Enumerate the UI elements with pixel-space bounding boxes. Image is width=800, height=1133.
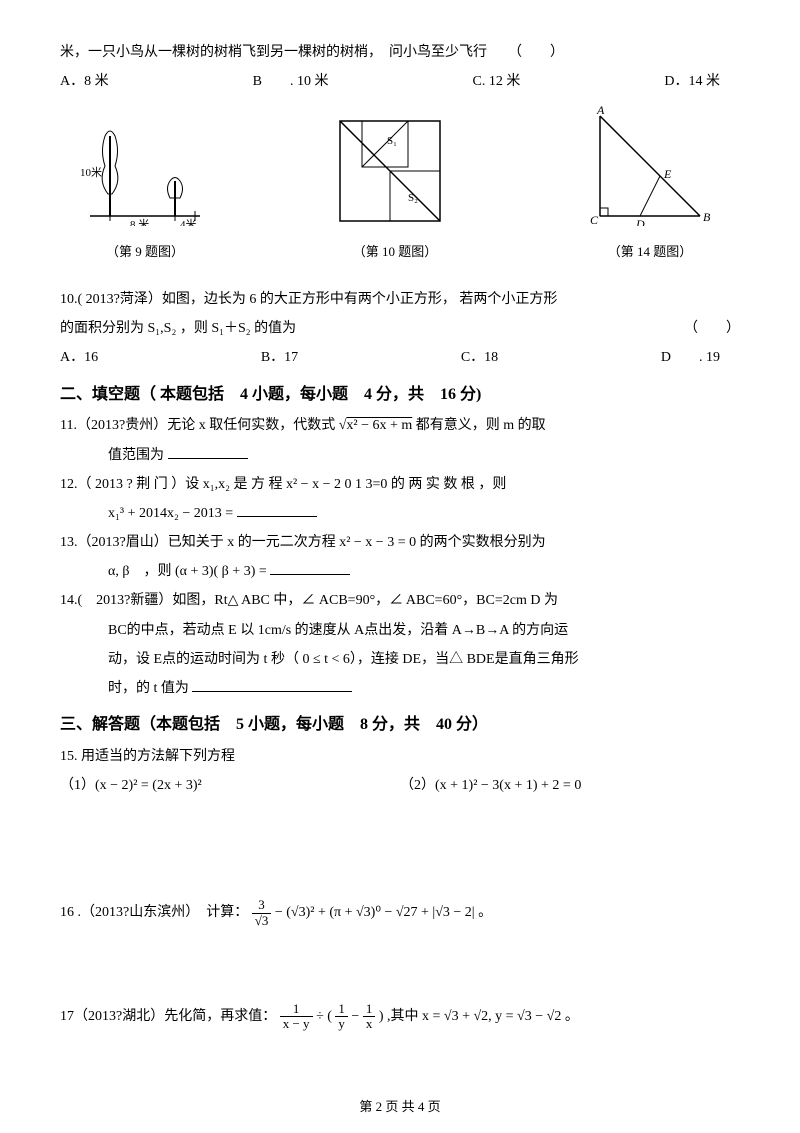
q10-line2: 的面积分别为 S₁,S₂ ，则 S₁＋S₂ 的值为 （ ）: [60, 316, 740, 341]
q12-line2: x₁³ + 2014x₂ − 2013 =: [60, 501, 740, 526]
q11-line1-text: 11.（2013?贵州）无论 x 取任何实数，代数式 √: [60, 418, 346, 433]
q10-opt-d: D . 19: [661, 345, 720, 370]
fig14-B: B: [703, 210, 711, 224]
figure-10-svg: S₁ S₂: [330, 116, 460, 226]
q14-line4: 时，的 t 值为: [60, 676, 740, 701]
q10-opt-a: A．16: [60, 345, 98, 370]
q16-mid: − (√3)² + (π + √3)⁰ − √27 + |√3 − 2| 。: [275, 905, 492, 920]
q17-div: ÷ (: [316, 1009, 332, 1024]
figure-14-svg: A B C D E: [580, 106, 720, 226]
q13-line2: α, β ，则 (α + 3)( β + 3) =: [60, 559, 740, 584]
fig14-D: D: [635, 217, 645, 226]
q13-line1: 13.（2013?眉山）已知关于 x 的一元二次方程 x² − x − 3 = …: [60, 530, 740, 555]
q9-options: A．8 米 B . 10 米 C. 12 米 D．14 米: [60, 69, 740, 94]
fig14-A: A: [596, 106, 605, 117]
frac3-den: x: [363, 1017, 376, 1031]
q17-suffix: ,其中 x = √3 + √2, y = √3 − √2 。: [387, 1009, 579, 1024]
figure-14: A B C D E （第 14 题图）: [580, 106, 720, 263]
q13-line2-text: α, β ，则 (α + 3)( β + 3) =: [108, 564, 270, 579]
q10-options: A．16 B．17 C．18 D . 19: [60, 345, 740, 370]
frac2-num: 1: [335, 1002, 348, 1017]
q11-line1b: 都有意义，则 m 的取: [412, 418, 545, 433]
q16-frac: 3 √3: [252, 898, 272, 928]
figure-10-caption: （第 10 题图）: [330, 240, 460, 263]
q14-line1: 14.( 2013?新疆）如图，Rt△ ABC 中，∠ ACB=90°，∠ AB…: [60, 588, 740, 613]
q9-opt-b: B . 10 米: [253, 69, 329, 94]
fig9-four: 4米: [180, 218, 197, 226]
q16-prefix: 16 .（2013?山东滨州） 计算：: [60, 905, 248, 920]
q14-blank[interactable]: [192, 678, 352, 692]
fig14-C: C: [590, 213, 599, 226]
q10-line1b: 若两个小正方形: [459, 292, 557, 307]
q12-blank[interactable]: [237, 503, 317, 517]
q10-line1a: 10.( 2013?菏泽）如图，边长为 6 的大正方形中有两个小正方形，: [60, 292, 456, 307]
q15-title: 15. 用适当的方法解下列方程: [60, 744, 740, 769]
fig10-s2: S₂: [408, 192, 418, 204]
figure-14-caption: （第 14 题图）: [580, 240, 720, 263]
section-3-heading: 三、解答题（本题包括 5 小题，每小题 8 分，共 40 分）: [60, 711, 740, 740]
q15-parts: （1）(x − 2)² = (2x + 3)² （2）(x + 1)² − 3(…: [60, 773, 740, 798]
q13-blank[interactable]: [270, 561, 350, 575]
frac-num-3: 3: [252, 898, 272, 913]
q17-minus: −: [351, 1009, 362, 1024]
frac2-den: y: [335, 1017, 348, 1031]
q9-opt-a: A．8 米: [60, 69, 109, 94]
q10-line1: 10.( 2013?菏泽）如图，边长为 6 的大正方形中有两个小正方形， 若两个…: [60, 287, 740, 312]
figure-9: 10米 8 米 4米 （第 9 题图）: [80, 116, 210, 263]
figure-10: S₁ S₂ （第 10 题图）: [330, 116, 460, 263]
q14-line2: BC的中点，若动点 E 以 1cm/s 的速度从 A点出发，沿着 A→B→A 的…: [60, 618, 740, 643]
q15-part1: （1）(x − 2)² = (2x + 3)²: [60, 773, 400, 798]
q14-line3: 动，设 E点的运动时间为 t 秒（ 0 ≤ t < 6），连接 DE，当△ BD…: [60, 647, 740, 672]
q17-frac2: 1 y: [335, 1002, 348, 1032]
q11-line1: 11.（2013?贵州）无论 x 取任何实数，代数式 √x² − 6x + m …: [60, 413, 740, 438]
q10-opt-c: C．18: [461, 345, 498, 370]
figure-9-caption: （第 9 题图）: [80, 240, 210, 263]
frac3-num: 1: [363, 1002, 376, 1017]
q17-prefix: 17（2013?湖北）先化简，再求值：: [60, 1009, 276, 1024]
q17-frac1: 1 x − y: [280, 1002, 313, 1032]
page-footer: 第 2 页 共 4 页: [0, 1095, 800, 1118]
q11-sqrt-expr: x² − 6x + m: [346, 418, 412, 433]
figures-row: 10米 8 米 4米 （第 9 题图） S₁ S₂ （第 10 题图） A B …: [60, 106, 740, 263]
q11-line2: 值范围为: [60, 443, 740, 468]
q9-intro: 米，一只小鸟从一棵树的树梢飞到另一棵树的树梢， 问小鸟至少飞行 （ ）: [60, 40, 740, 65]
fig9-ten: 10米: [80, 166, 102, 179]
frac1-num: 1: [280, 1002, 313, 1017]
q12-line2-text: x₁³ + 2014x₂ − 2013 =: [108, 506, 237, 521]
fig14-E: E: [663, 167, 672, 181]
frac-den-sqrt3: √3: [252, 914, 272, 928]
q11-blank[interactable]: [168, 445, 248, 459]
q15-part2: （2）(x + 1)² − 3(x + 1) + 2 = 0: [400, 773, 740, 798]
q9-opt-d: D．14 米: [664, 69, 720, 94]
q10-opt-b: B．17: [261, 345, 298, 370]
fig10-s1: S₁: [387, 135, 397, 147]
frac1-den: x − y: [280, 1017, 313, 1031]
q17-close: ): [379, 1009, 384, 1024]
q11-line2-text: 值范围为: [108, 448, 168, 463]
fig9-eight: 8 米: [130, 218, 149, 226]
q12-line1: 12.（ 2013 ? 荆 门 ）设 x₁,x₂ 是 方 程 x² − x − …: [60, 472, 740, 497]
figure-9-svg: 10米 8 米 4米: [80, 116, 210, 226]
q14-line4-text: 时，的 t 值为: [108, 681, 192, 696]
section-2-heading: 二、填空题（ 本题包括 4 小题，每小题 4 分，共 16 分): [60, 381, 740, 410]
q17-frac3: 1 x: [363, 1002, 376, 1032]
q10-line2-text: 的面积分别为 S₁,S₂ ，则 S₁＋S₂ 的值为: [60, 321, 296, 336]
q9-opt-c: C. 12 米: [473, 69, 521, 94]
q16: 16 .（2013?山东滨州） 计算： 3 √3 − (√3)² + (π + …: [60, 898, 740, 928]
q10-paren: （ ）: [684, 316, 740, 341]
q17: 17（2013?湖北）先化简，再求值： 1 x − y ÷ ( 1 y − 1 …: [60, 1002, 740, 1032]
